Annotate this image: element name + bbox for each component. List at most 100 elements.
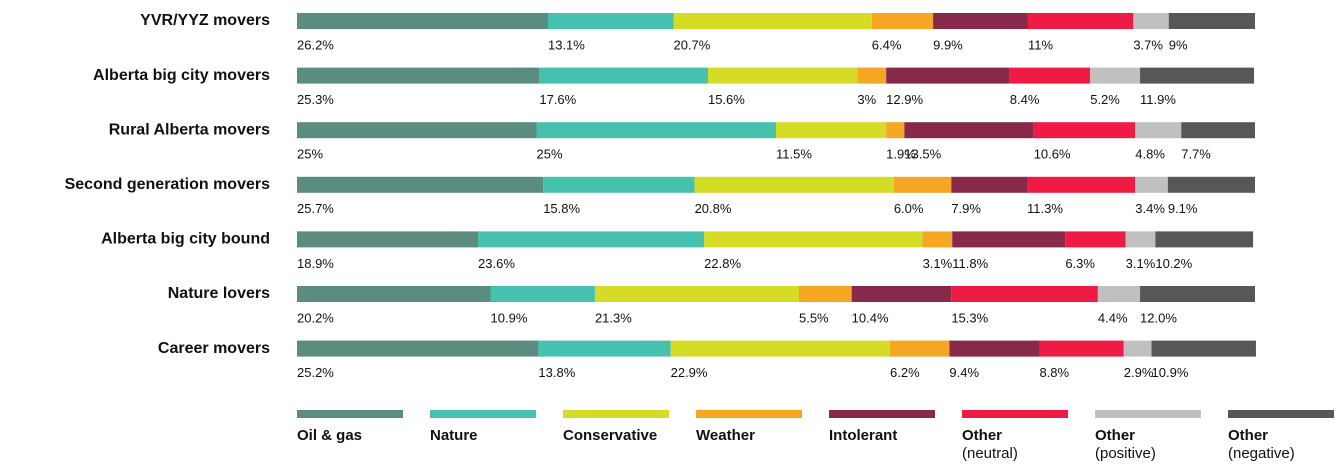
bar-segment [539,67,708,84]
value-label: 22.9% [671,365,708,380]
legend-swatch [962,410,1068,418]
value-label: 20.2% [297,310,334,325]
bar-segment [297,13,548,29]
bar-segment [704,231,923,248]
bar-segment [857,67,887,84]
value-label: 3.7% [1133,37,1163,52]
bar-segment [886,67,1010,84]
category-label: Alberta big city bound [101,231,270,248]
bar-segment [536,122,776,139]
bar-segment [1027,13,1134,29]
legend-label: Intolerant [829,427,898,444]
category-label: Career movers [158,340,270,357]
bar-segment [893,176,952,193]
bar-segment [1168,13,1255,29]
value-label: 9.1% [1168,201,1198,216]
value-label: 3.4% [1135,201,1165,216]
bar-segment [1039,340,1124,357]
bar-segment [776,122,887,139]
bar-segment [886,122,905,139]
bar-segment [297,176,544,193]
bar-segment [694,176,894,193]
value-label: 7.7% [1181,147,1211,162]
bar-segment [1151,340,1256,357]
bar-segment [1026,176,1136,193]
value-label: 25% [537,147,563,162]
value-label: 25% [297,147,323,162]
bar-segment [1065,231,1126,248]
legend-swatch [430,410,536,418]
value-label: 11.8% [952,256,988,271]
value-label: 3.1% [1126,256,1156,271]
legend-label: Other (negative) [1228,427,1295,462]
value-label: 13.1% [548,37,585,52]
bar-segment [547,13,674,29]
legend-label: Other (neutral) [962,427,1018,462]
bar-segment [1181,122,1255,139]
bar-segment [1155,231,1254,248]
legend-swatch [297,410,403,418]
value-label: 9% [1169,37,1188,52]
value-label: 26.2% [297,37,334,52]
bar-segment [1009,67,1091,84]
bar-segment [1167,176,1255,193]
value-label: 12.0% [1140,310,1177,325]
value-label: 20.7% [673,37,710,52]
bar-segment [1097,286,1141,302]
value-label: 3% [857,92,876,107]
value-label: 10.9% [1152,365,1189,380]
bar-segment [297,122,537,139]
legend-swatch [1228,410,1334,418]
bar-segment [890,340,950,357]
bar-segment [798,286,852,302]
bar-segment [951,286,1098,302]
bar-segment [951,176,1027,193]
value-label: 18.9% [297,256,334,271]
value-label: 13.8% [538,365,575,380]
bar-segment [1090,67,1141,84]
bar-segment [933,13,1028,29]
bar-segment [543,176,695,193]
value-label: 7.9% [951,201,981,216]
bar-segment [297,231,479,248]
value-label: 6.0% [894,201,924,216]
bar-segment [478,231,705,248]
legend-label: Nature [430,427,478,444]
value-label: 17.6% [539,92,576,107]
bar-segment [1125,231,1156,248]
bar-segment [871,13,934,29]
value-label: 8.8% [1039,365,1069,380]
legend-swatch [829,410,935,418]
category-label: YVR/YYZ movers [140,12,270,29]
legend-label: Other (positive) [1095,427,1156,462]
value-label: 6.3% [1065,256,1095,271]
value-label: 13.5% [904,147,941,162]
value-label: 4.4% [1098,310,1128,325]
bar-segment [1140,286,1255,302]
legend-swatch [563,410,669,418]
value-label: 23.6% [478,256,515,271]
value-label: 9.4% [949,365,979,380]
legend-swatch [696,410,802,418]
bar-segment [594,286,799,302]
value-label: 20.8% [695,201,732,216]
legend-label: Conservative [563,427,658,444]
value-label: 5.5% [799,310,829,325]
bar-segment [904,122,1034,139]
bar-segment [707,67,858,84]
bar-segment [490,286,595,302]
value-label: 22.8% [704,256,741,271]
bar-segment [1033,122,1136,139]
bar-segment [949,340,1040,357]
bar-segment [1140,67,1255,84]
bar-segment [1135,122,1182,139]
value-label: 1.9% [886,147,916,162]
value-label: 11.9% [1140,92,1176,107]
bar-segment [673,13,872,29]
category-label: Alberta big city movers [93,67,270,84]
value-label: 3.1% [923,256,953,271]
value-label: 11% [1028,37,1053,52]
value-label: 15.3% [951,310,988,325]
